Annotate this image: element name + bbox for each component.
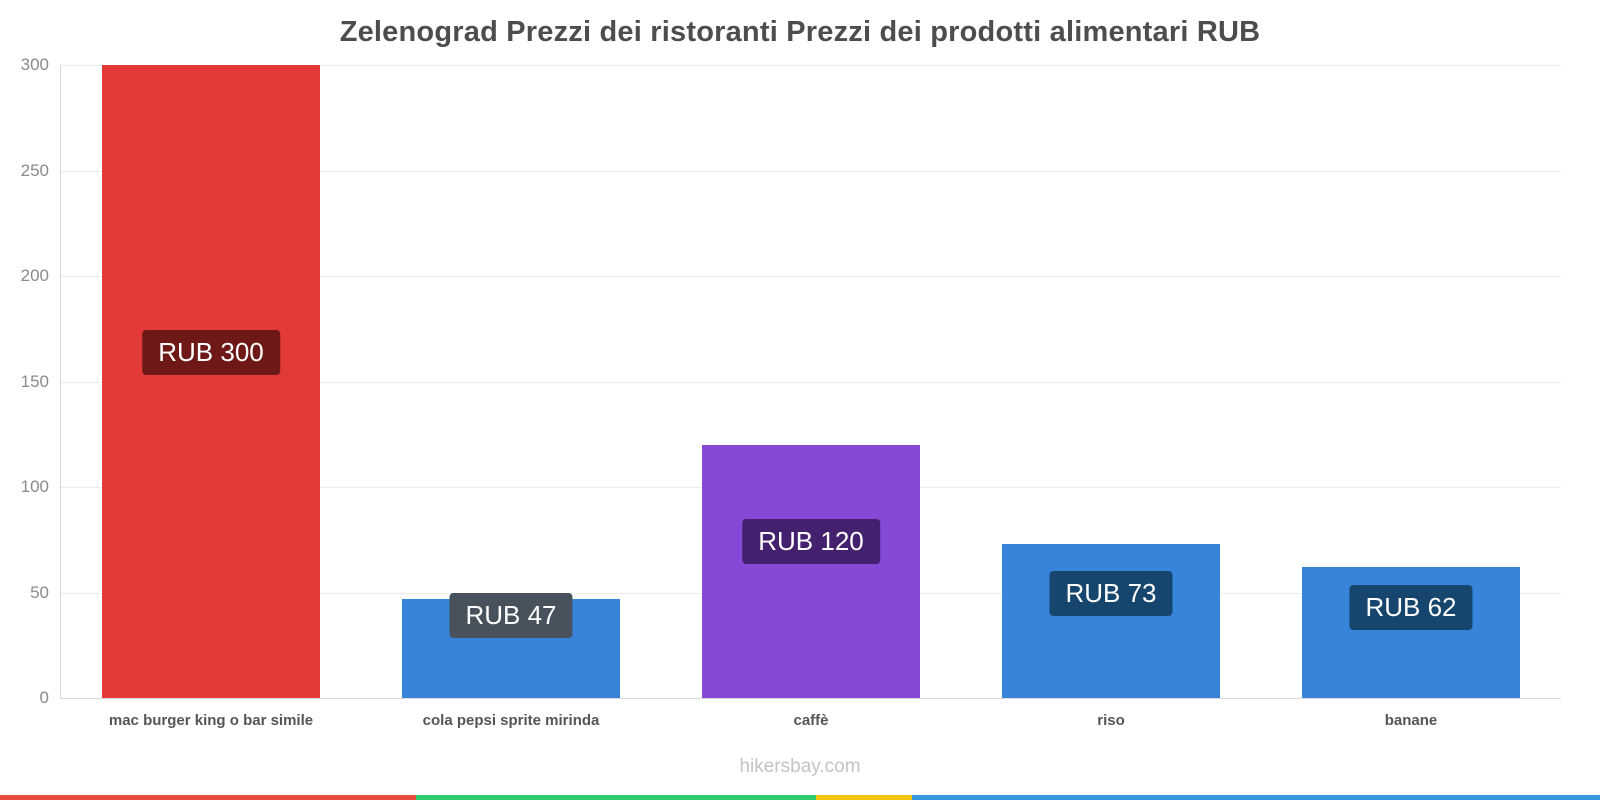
category-label: caffè — [793, 712, 829, 729]
bar-value-label: RUB 73 — [1049, 570, 1173, 616]
grid-line — [61, 65, 1561, 66]
bar-column: RUB 300 mac burger king o bar simile — [61, 65, 361, 729]
y-tick-label: 250 — [20, 160, 49, 180]
y-tick-label: 0 — [39, 688, 49, 707]
plot-area: 0 50 100 150 200 250 300 RUB 300 mac burger king… — [21, 55, 1561, 729]
bar-column: RUB 47 cola pepsi sprite mirinda — [361, 65, 661, 729]
bar: RUB 73 — [1002, 543, 1220, 698]
y-tick-label: 100 — [20, 477, 49, 496]
chart-title: Zelenograd Prezzi dei ristoranti Prezzi … — [339, 16, 1261, 48]
bar-column: RUB 73 riso — [961, 65, 1261, 729]
stripe-segment — [0, 795, 416, 800]
category-label: cola pepsi sprite mirinda — [422, 712, 600, 729]
stripe-segment — [416, 795, 816, 800]
bottom-color-stripe — [0, 795, 1600, 800]
bar-value-label: RUB 62 — [1349, 585, 1473, 631]
bar: RUB 62 — [1302, 567, 1520, 698]
y-tick-label: 200 — [20, 266, 49, 285]
bar: RUB 120 — [702, 444, 920, 698]
bar-value-label: RUB 300 — [142, 330, 280, 375]
category-label: mac burger king o bar simile — [108, 712, 314, 729]
bar-column: RUB 120 caffè — [661, 65, 961, 729]
bar-column: RUB 62 banane — [1261, 65, 1561, 729]
stripe-segment — [816, 795, 912, 800]
stripe-segment — [912, 795, 1600, 800]
category-label: riso — [1097, 712, 1125, 729]
y-tick-label: 50 — [30, 582, 49, 602]
bar-value-label: RUB 47 — [449, 592, 573, 638]
grid-line — [61, 381, 1561, 383]
y-tick-label: 300 — [20, 55, 49, 74]
bar: RUB 300 — [102, 65, 320, 698]
category-label: banane — [1384, 712, 1438, 729]
grid-line — [61, 170, 1561, 172]
watermark-text: hikersbay.com — [739, 756, 861, 777]
bar-value-label: RUB 120 — [742, 518, 880, 564]
grid-line — [61, 276, 1561, 277]
y-tick-label: 150 — [20, 371, 49, 391]
bar: RUB 47 — [402, 592, 620, 698]
